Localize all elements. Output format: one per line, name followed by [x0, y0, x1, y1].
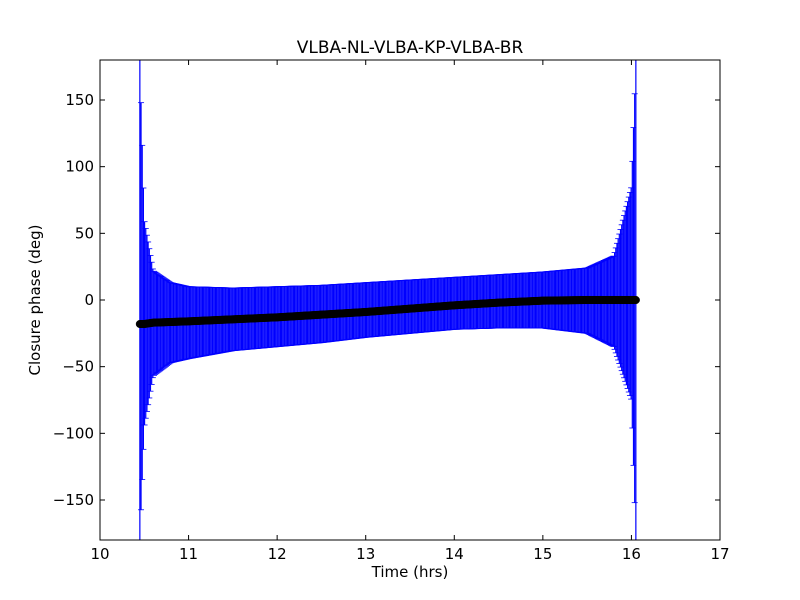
x-tick-label: 10 [90, 545, 109, 563]
y-tick-label: −50 [62, 358, 94, 376]
y-tick-label: 0 [84, 291, 94, 309]
axis-ticks: 10 11 12 13 14 15 16 17 −150 −100 −50 0 50 100 150 [53, 60, 730, 563]
x-tick-label: 15 [533, 545, 552, 563]
x-tick-label: 14 [445, 545, 464, 563]
chart-title: VLBA-NL-VLBA-KP-VLBA-BR [297, 38, 524, 58]
x-tick-label: 11 [179, 545, 198, 563]
x-tick-label: 12 [268, 545, 287, 563]
plot-area [135, 59, 640, 541]
y-tick-label: 50 [75, 224, 94, 242]
y-tick-label: 100 [65, 158, 94, 176]
y-axis-label: Closure phase (deg) [26, 225, 44, 376]
x-tick-label: 17 [710, 545, 729, 563]
data-points [135, 295, 640, 329]
x-axis-label: Time (hrs) [371, 563, 449, 581]
x-tick-label: 13 [356, 545, 375, 563]
y-tick-label: −150 [53, 491, 94, 509]
data-point [631, 295, 640, 305]
y-tick-label: −100 [53, 424, 94, 442]
y-tick-label: 150 [65, 91, 94, 109]
x-tick-label: 16 [622, 545, 641, 563]
